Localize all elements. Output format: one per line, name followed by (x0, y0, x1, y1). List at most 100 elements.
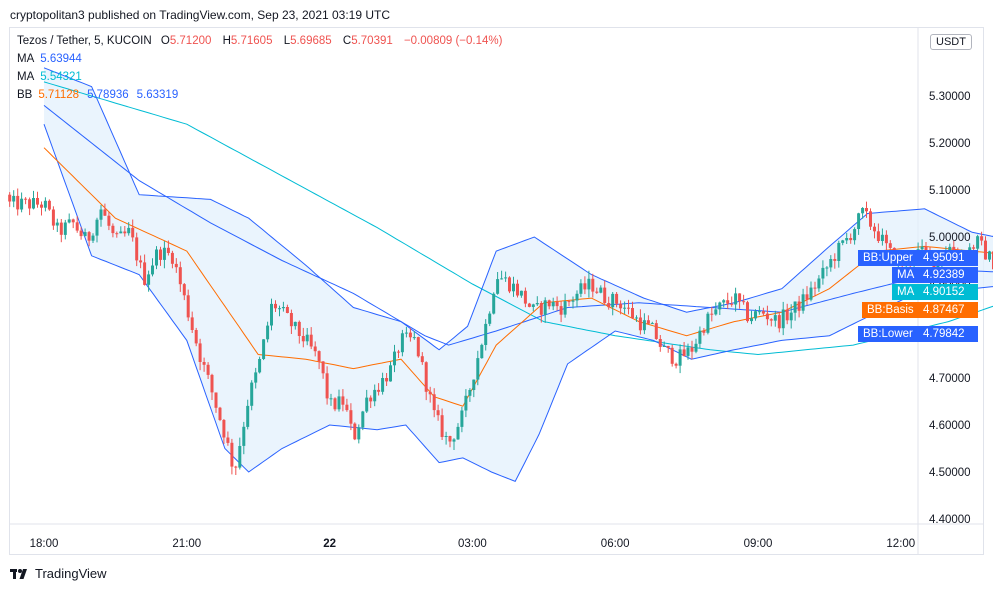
candle-up (67, 219, 71, 223)
candle-up (476, 358, 480, 380)
candle-down (341, 396, 345, 405)
candle-up (246, 405, 250, 427)
candle-down (230, 442, 234, 467)
candle-down (218, 407, 222, 420)
candle-down (79, 230, 83, 237)
tag-ma-slow-value: 4.90152 (918, 284, 978, 300)
candle-up (853, 229, 857, 241)
legend-ma-1[interactable]: MA 5.63944 (17, 53, 90, 65)
price-tick-label: 5.10000 (929, 185, 971, 197)
legend-ma-2-label: MA (17, 71, 35, 83)
legend-low-value: 5.69685 (290, 35, 332, 47)
candle-down (559, 306, 563, 315)
candle-down (777, 315, 781, 329)
candle-down (36, 198, 39, 205)
candle-up (623, 307, 627, 309)
legend-open-value: 5.71200 (169, 35, 212, 47)
candle-up (535, 303, 539, 305)
candle-up (488, 313, 492, 324)
candle-down (710, 313, 714, 315)
candle-up (55, 222, 59, 226)
candle-down (111, 225, 115, 234)
candle-up (662, 346, 666, 347)
candle-down (813, 287, 817, 289)
candle-down (627, 307, 630, 309)
candle-down (333, 398, 337, 410)
price-tick-label: 4.70000 (929, 373, 971, 385)
candle-down (353, 423, 357, 440)
candle-up (694, 343, 698, 352)
candle-up (254, 372, 258, 383)
candle-down (28, 199, 32, 209)
chart-frame[interactable] (9, 27, 984, 555)
candle-up (734, 293, 738, 305)
candle-down (321, 361, 325, 374)
time-tick-label: 06:00 (601, 538, 630, 550)
candle-down (631, 308, 634, 319)
candle-up (337, 396, 341, 410)
candle-up (305, 334, 309, 342)
candle-down (666, 346, 670, 348)
candle-up (678, 349, 682, 366)
candle-down (984, 240, 987, 260)
legend-ma-2[interactable]: MA 5.54321 (17, 71, 90, 83)
ma-fast-line (43, 105, 993, 346)
candle-down (873, 226, 876, 232)
candle-down (761, 311, 765, 314)
candle-down (143, 262, 147, 285)
legend-bb-basis: 5.71128 (38, 89, 80, 101)
candle-up (452, 439, 456, 442)
candle-up (250, 382, 254, 406)
candle-down (869, 211, 872, 227)
legend-low-label: L (283, 35, 291, 47)
candle-up (492, 293, 496, 314)
time-axis[interactable]: 18:00 21:00 22 03:00 06:00 09:00 12:00 (30, 538, 916, 550)
candle-down (424, 362, 428, 392)
candle-down (980, 236, 984, 241)
candle-down (369, 397, 373, 402)
legend-ohlc[interactable]: Tezos / Tether, 5, KUCOIN O5.71200 H5.71… (17, 35, 510, 47)
candle-up (722, 300, 726, 303)
candle-down (805, 294, 809, 300)
bollinger-band-fill (44, 67, 993, 482)
candle-up (754, 311, 757, 319)
tag-bb-upper-label: BB:Upper (858, 250, 918, 266)
currency-button[interactable]: USDT (930, 34, 972, 50)
candle-up (12, 195, 16, 202)
time-tick-label: 21:00 (172, 538, 201, 550)
legend-high-value: 5.71605 (230, 35, 273, 47)
candle-up (920, 246, 924, 250)
candle-up (635, 317, 638, 319)
candle-up (258, 359, 262, 373)
legend-ma-2-value: 5.54321 (40, 71, 82, 83)
candle-down (226, 437, 230, 443)
candle-up (750, 318, 753, 322)
candle-up (242, 426, 246, 446)
candle-up (266, 325, 270, 340)
candle-up (845, 238, 849, 241)
candle-up (829, 259, 833, 268)
candle-down (440, 415, 444, 437)
candle-up (504, 277, 508, 279)
candle-up (278, 308, 281, 310)
candle-up (147, 274, 151, 285)
tag-bb-lower-label: BB:Lower (858, 326, 918, 342)
candle-down (797, 301, 801, 311)
legend-bb[interactable]: BB 5.71128 5.78936 5.63319 (17, 89, 186, 101)
candle-up (650, 323, 654, 325)
candle-down (654, 323, 658, 339)
candle-down (107, 215, 111, 226)
candle-down (508, 277, 511, 292)
legend-symbol: Tezos / Tether, 5, KUCOIN (17, 35, 152, 47)
price-tick-label: 4.50000 (929, 467, 971, 479)
candle-down (583, 283, 587, 290)
bb-upper-line (43, 67, 993, 351)
candle-up (579, 283, 583, 294)
time-tick-label: 12:00 (886, 538, 915, 550)
candle-up (789, 312, 793, 321)
candle-down (135, 237, 139, 261)
candle-down (833, 259, 837, 261)
tradingview-brand[interactable]: TradingView (10, 566, 107, 581)
candle-up (361, 411, 365, 428)
price-tick-label: 5.30000 (929, 91, 971, 103)
